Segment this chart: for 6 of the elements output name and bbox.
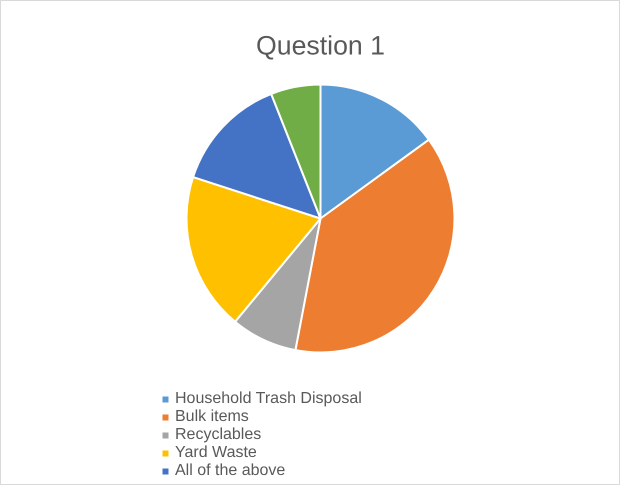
legend-label: Yard Waste [175, 444, 257, 462]
legend-label: Bulk items [175, 408, 249, 426]
chart-title: Question 1 [256, 30, 385, 60]
legend-label: All of the above [175, 462, 286, 480]
legend-label: Household Trash Disposal [175, 390, 362, 408]
legend-label: Recyclables [175, 426, 262, 444]
